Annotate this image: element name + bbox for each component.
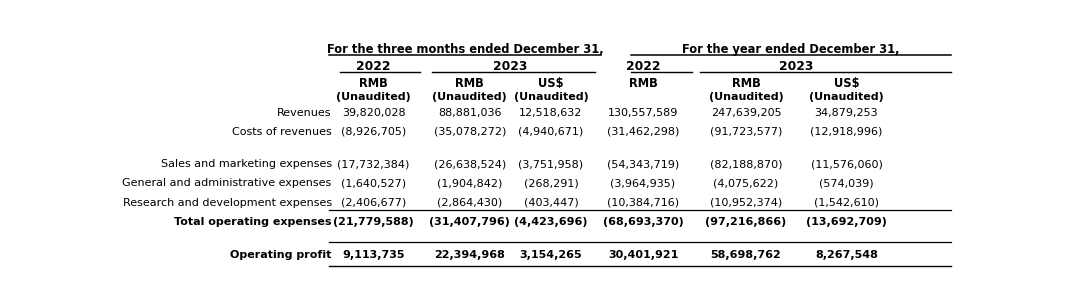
Text: 12,518,632: 12,518,632 [519,108,583,118]
Text: (574,039): (574,039) [819,178,874,188]
Text: US$: US$ [834,77,860,90]
Text: (Unaudited): (Unaudited) [708,92,783,102]
Text: (2,406,677): (2,406,677) [341,198,406,207]
Text: (1,904,842): (1,904,842) [437,178,502,188]
Text: (268,291): (268,291) [524,178,579,188]
Text: Research and development expenses: Research and development expenses [122,198,332,207]
Text: (12,918,996): (12,918,996) [810,127,882,137]
Text: (31,407,796): (31,407,796) [430,217,510,227]
Text: (31,462,298): (31,462,298) [607,127,679,137]
Text: (11,576,060): (11,576,060) [810,159,882,169]
Text: General and administrative expenses: General and administrative expenses [122,178,332,188]
Text: (Unaudited): (Unaudited) [336,92,410,102]
Text: (Unaudited): (Unaudited) [514,92,589,102]
Text: (403,447): (403,447) [524,198,579,207]
Text: (97,216,866): (97,216,866) [705,217,786,227]
Text: (21,779,588): (21,779,588) [333,217,414,227]
Text: Sales and marketing expenses: Sales and marketing expenses [161,159,332,169]
Text: (26,638,524): (26,638,524) [434,159,505,169]
Text: (4,423,696): (4,423,696) [514,217,588,227]
Text: (54,343,719): (54,343,719) [607,159,679,169]
Text: 39,820,028: 39,820,028 [341,108,405,118]
Text: (10,952,374): (10,952,374) [710,198,782,207]
Text: Costs of revenues: Costs of revenues [232,127,332,137]
Text: RMB: RMB [456,77,484,90]
Text: (68,693,370): (68,693,370) [603,217,684,227]
Text: Operating profit: Operating profit [230,250,332,260]
Text: 88,881,036: 88,881,036 [438,108,501,118]
Text: 130,557,589: 130,557,589 [608,108,678,118]
Text: For the three months ended December 31,: For the three months ended December 31, [327,43,604,56]
Text: 3,154,265: 3,154,265 [519,250,582,260]
Text: 2022: 2022 [356,60,391,73]
Text: (13,692,709): (13,692,709) [806,217,887,227]
Text: For the year ended December 31,: For the year ended December 31, [683,43,900,56]
Text: (91,723,577): (91,723,577) [710,127,782,137]
Text: (4,940,671): (4,940,671) [518,127,583,137]
Text: Total operating expenses: Total operating expenses [174,217,332,227]
Text: (35,078,272): (35,078,272) [433,127,507,137]
Text: 8,267,548: 8,267,548 [815,250,878,260]
Text: (3,964,935): (3,964,935) [610,178,676,188]
Text: 22,394,968: 22,394,968 [434,250,505,260]
Text: US$: US$ [538,77,564,90]
Text: (2,864,430): (2,864,430) [437,198,502,207]
Text: Revenues: Revenues [278,108,332,118]
Text: RMB: RMB [629,77,658,90]
Text: 2022: 2022 [625,60,660,73]
Text: (3,751,958): (3,751,958) [518,159,583,169]
Text: (17,732,384): (17,732,384) [337,159,409,169]
Text: 2023: 2023 [779,60,813,73]
Text: RMB: RMB [360,77,388,90]
Text: 9,113,735: 9,113,735 [342,250,405,260]
Text: (10,384,716): (10,384,716) [607,198,679,207]
Text: (82,188,870): (82,188,870) [710,159,782,169]
Text: (4,075,622): (4,075,622) [714,178,779,188]
Text: 247,639,205: 247,639,205 [711,108,781,118]
Text: 2023: 2023 [494,60,528,73]
Text: (Unaudited): (Unaudited) [809,92,883,102]
Text: 34,879,253: 34,879,253 [814,108,878,118]
Text: RMB: RMB [731,77,760,90]
Text: (8,926,705): (8,926,705) [341,127,406,137]
Text: 58,698,762: 58,698,762 [711,250,782,260]
Text: (1,542,610): (1,542,610) [814,198,879,207]
Text: (1,640,527): (1,640,527) [341,178,406,188]
Text: 30,401,921: 30,401,921 [608,250,678,260]
Text: (Unaudited): (Unaudited) [432,92,508,102]
